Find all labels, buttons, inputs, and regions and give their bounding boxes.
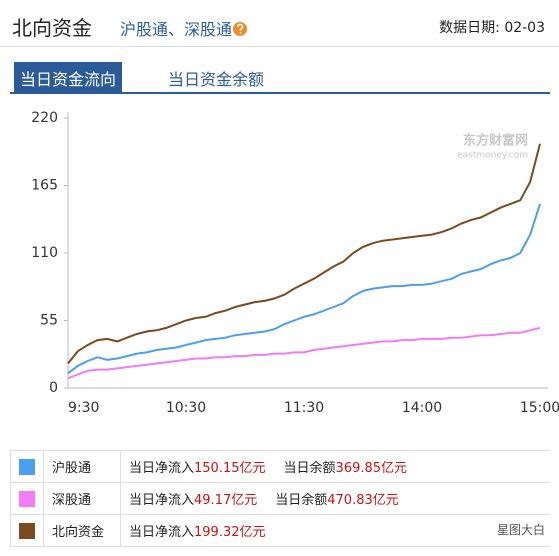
x-tick-label: 10:30 [166, 400, 206, 416]
legend-row[interactable]: 深股通 当日净流入49.17亿元 当日余额470.83亿元 [10, 482, 550, 515]
inflow-label: 当日净流入 [129, 493, 195, 508]
balance-label: 当日余额 [275, 493, 328, 508]
inflow-unit: 亿元 [231, 493, 258, 508]
line [67, 143, 541, 365]
x-tick-label: 15:00 [520, 400, 559, 416]
inflow-unit: 亿元 [239, 461, 266, 476]
balance-unit: 亿元 [381, 461, 408, 476]
legend-row[interactable]: 沪股通 当日净流入150.15亿元 当日余额369.85亿元 [10, 450, 550, 483]
line [67, 326, 541, 380]
date: 数据日期: 02-03 [439, 17, 545, 37]
legend-swatch-cell [10, 514, 44, 547]
divider [0, 46, 559, 47]
title: 北向资金 [12, 16, 92, 40]
legend-swatch [19, 458, 35, 475]
y-tick-label: 110 [31, 245, 58, 261]
inflow-value: 199.32 [194, 525, 240, 540]
legend-name-cell: 沪股通 [43, 450, 121, 483]
footer-watermark: 星图大白 [496, 523, 545, 537]
y-tick-label: 220 [31, 110, 58, 126]
line [67, 203, 541, 375]
x-tick-label: 9:30 [68, 400, 99, 416]
legend-swatch [19, 522, 35, 539]
legend-name: 深股通 [52, 493, 92, 508]
y-tick-label: 55 [40, 313, 58, 329]
balance-unit: 亿元 [372, 493, 399, 508]
x-tick-label: 14:00 [402, 400, 442, 416]
balance-value: 369.85 [335, 461, 382, 476]
date-label: 数据日期: [439, 20, 500, 36]
inflow-value: 49.17 [194, 493, 232, 508]
tab-underline [10, 92, 550, 94]
legend-name: 沪股通 [52, 461, 92, 476]
x-tick-label: 11:30 [284, 400, 324, 416]
subtitle-text: 沪股通、深股通 [120, 20, 233, 39]
legend-table: 沪股通 当日净流入150.15亿元 当日余额369.85亿元 深股通 当日净流入49.1… [10, 450, 550, 547]
chart: 东方财富网 eastmoney.com 0 55 110 165 220 9:30 10:3… [31, 110, 559, 416]
balance-label: 当日余额 [283, 461, 336, 476]
y-tick-label: 165 [31, 178, 58, 194]
legend-swatch-cell [10, 482, 44, 515]
inflow-unit: 亿元 [239, 525, 266, 540]
tab-active[interactable]: 当日资金流向 [14, 62, 123, 94]
legend-name: 北向资金 [52, 525, 105, 540]
inflow-label: 当日净流入 [129, 461, 195, 476]
subtitle: 沪股通、深股通 [120, 16, 248, 40]
balance-value: 470.83 [327, 493, 373, 508]
y-tick-label: 0 [49, 380, 58, 396]
legend-info-cell: 当日净流入49.17亿元 当日余额470.83亿元 [120, 482, 550, 515]
legend-swatch [19, 490, 35, 507]
legend-swatch-cell [10, 450, 44, 483]
inflow-value: 150.15 [194, 461, 240, 476]
date-value: 02-03 [504, 20, 545, 36]
legend-name-cell: 北向资金 [43, 514, 121, 547]
tab[interactable]: 当日资金余额 [168, 70, 265, 89]
legend-row[interactable]: 北向资金 当日净流入199.32亿元 [10, 514, 550, 547]
legend-name-cell: 深股通 [43, 482, 121, 515]
help-icon[interactable] [232, 21, 248, 37]
watermark: 东方财富网 [463, 133, 528, 149]
legend-info-cell: 当日净流入199.32亿元 [120, 514, 550, 547]
inflow-label: 当日净流入 [129, 525, 195, 540]
legend-info-cell: 当日净流入150.15亿元 当日余额369.85亿元 [120, 450, 550, 483]
watermark: eastmoney.com [457, 151, 528, 161]
